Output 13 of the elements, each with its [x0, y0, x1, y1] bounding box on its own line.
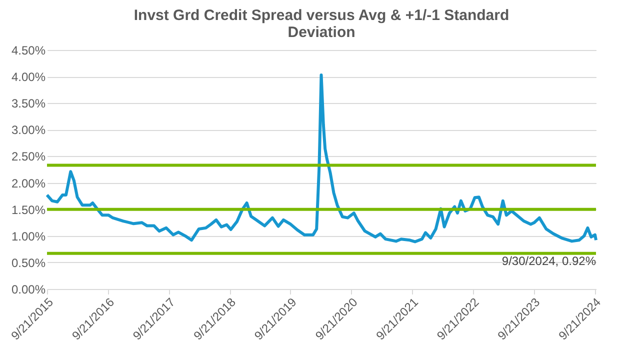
- chart-title: Invst Grd Credit Spread versus Avg & +1/-1 Standard Deviation: [134, 7, 510, 41]
- y-tick-label: 3.00%: [11, 123, 46, 138]
- annotation: 9/30/2024, 0.92%: [502, 254, 596, 268]
- y-tick-label: 0.00%: [11, 282, 46, 296]
- y-tick-label: 4.00%: [11, 70, 46, 84]
- y-tick-label: 4.50%: [11, 44, 46, 58]
- y-tick-label: 0.50%: [11, 256, 46, 270]
- y-tick-label: 1.50%: [11, 202, 46, 217]
- line-series: [46, 73, 598, 244]
- y-tick-label: 1.00%: [11, 229, 46, 244]
- y-tick-label: 2.50%: [11, 150, 46, 164]
- y-tick-label: 2.00%: [11, 176, 46, 190]
- y-tick-label: 3.50%: [11, 96, 46, 111]
